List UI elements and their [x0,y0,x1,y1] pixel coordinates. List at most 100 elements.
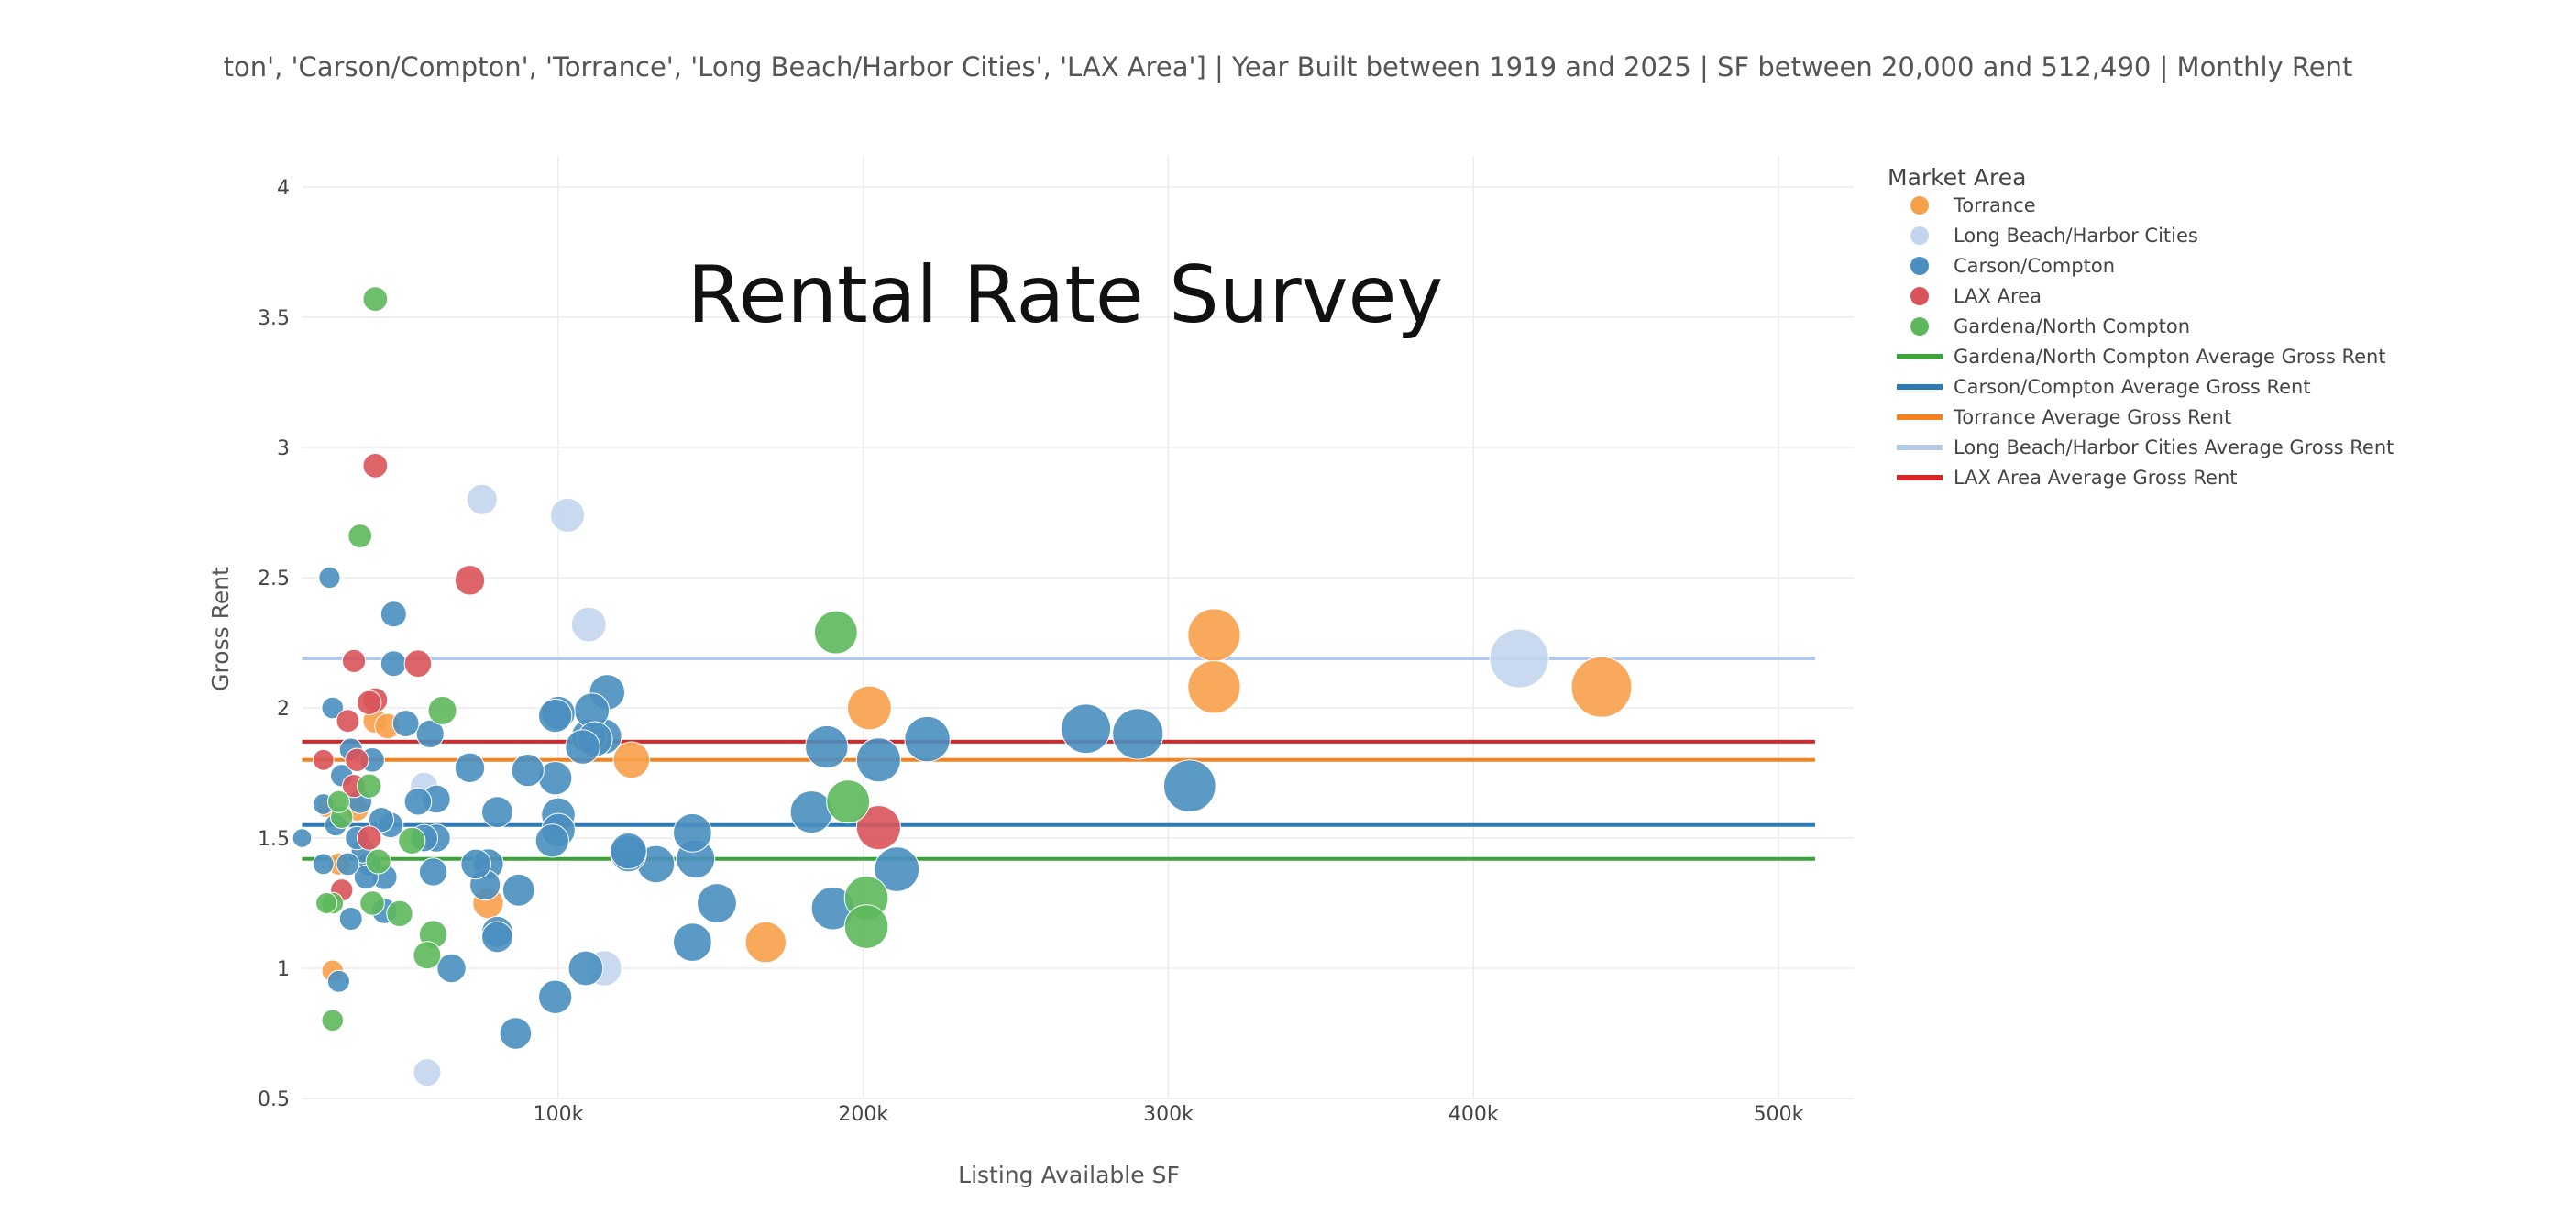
data-point [744,921,787,964]
y-axis-title: Gross Rent [207,567,234,691]
data-point [403,787,433,816]
data-point [321,1009,345,1032]
data-point [338,907,363,932]
y-tick-label: 1 [277,958,290,981]
data-point [610,833,647,870]
data-point [813,610,858,655]
data-point [336,852,360,877]
data-point [380,601,407,628]
x-tick-label: 100k [534,1103,584,1126]
data-point [336,709,360,734]
legend-item-label: Torrance [1953,194,2036,216]
data-point [368,807,395,833]
legend-item-label: Carson/Compton [1954,255,2115,277]
data-point [365,848,391,875]
filter-caption: ton', 'Carson/Compton', 'Torrance', 'Lon… [0,51,2576,92]
data-point [1570,656,1633,718]
data-point [697,883,737,923]
data-point [805,724,849,769]
data-point [318,566,341,590]
legend-item-label: Long Beach/Harbor Cities Average Gross R… [1954,436,2394,458]
data-point [418,857,448,887]
x-tick-label: 500k [1754,1103,1804,1126]
data-point [612,741,651,779]
data-point [403,649,433,679]
data-point [315,892,338,914]
data-point [460,848,491,880]
legend-marker [1910,287,1929,305]
legend-item-label: LAX Area Average Gross Rent [1954,467,2237,489]
ticks-layer: 100k 200k 300k 400k 500k 0.5 1 1.5 2 2.5 3 3.5 4 [258,177,1804,1126]
data-point [673,922,712,962]
data-point [362,286,389,313]
data-point [386,899,413,928]
data-point [843,904,889,949]
data-point [347,524,373,548]
legend-item-label: Gardena/North Compton [1954,315,2190,337]
data-point [855,805,901,851]
data-point [567,950,604,987]
legend-item-label: Torrance Average Gross Rent [1953,406,2231,428]
legend-marker [1910,226,1929,245]
data-point [415,719,445,749]
y-tick-label: 2 [277,698,290,721]
data-point [413,941,442,970]
y-tick-label: 3 [277,437,290,460]
data-point [398,826,426,855]
data-point [1489,628,1549,689]
data-point [312,748,335,771]
legend-item-label: Long Beach/Harbor Cities [1954,225,2198,247]
data-point [874,846,920,892]
y-tick-label: 2.5 [258,568,290,590]
data-point [312,853,335,876]
data-point [847,685,892,731]
data-point [326,789,350,813]
points-layer [292,286,1633,1087]
data-point [466,483,498,515]
data-point [673,812,712,853]
y-tick-label: 1.5 [258,828,290,851]
data-point [499,1017,533,1050]
data-point [534,823,569,858]
data-point [356,690,382,716]
data-point [436,953,467,984]
legend-marker [1910,196,1929,215]
legend-marker [1910,257,1929,275]
legend-title: Market Area [1888,164,2026,191]
filter-caption-text: ton', 'Carson/Compton', 'Torrance', 'Lon… [223,51,2353,83]
data-point [326,969,350,993]
chart-title: Rental Rate Survey [688,249,1444,341]
data-point [454,565,486,596]
data-point [345,747,369,772]
data-point [454,752,486,784]
x-axis-title: Listing Available SF [958,1162,1180,1188]
data-point [380,650,407,678]
data-point [904,715,951,763]
data-point [549,497,585,533]
data-point [565,729,600,765]
legend-marker [1910,317,1929,336]
data-point [789,790,833,834]
data-point [1187,608,1241,662]
data-point [481,921,513,954]
y-tick-label: 4 [277,177,290,200]
data-point [826,779,871,824]
data-point [362,452,389,479]
data-point [481,796,513,828]
data-point [855,737,901,783]
data-point [356,825,382,851]
data-point [292,828,313,848]
x-tick-label: 200k [838,1103,888,1126]
data-point [341,648,367,673]
data-point [1187,660,1241,714]
data-point [413,1058,442,1087]
legend-item-label: Carson/Compton Average Gross Rent [1954,376,2311,398]
data-point [427,695,457,725]
data-point [1112,708,1164,760]
data-point [1061,703,1112,755]
data-point [356,773,382,799]
data-point [537,979,573,1014]
average-lines-layer [302,657,1815,861]
data-point [391,710,420,737]
